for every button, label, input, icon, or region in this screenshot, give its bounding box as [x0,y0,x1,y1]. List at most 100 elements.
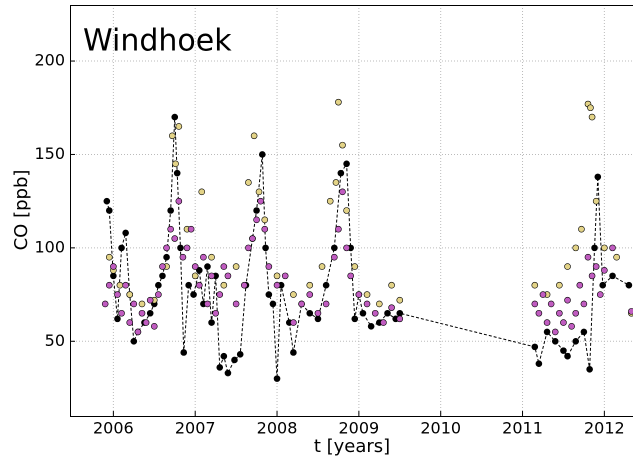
data-point [262,244,269,252]
data-point [103,197,111,205]
data-point [126,319,134,326]
data-point [138,309,146,317]
data-point [253,216,260,224]
axis-frame [70,5,633,417]
data-point [367,323,375,330]
data-point [126,291,134,298]
data-point [110,263,117,270]
data-point [265,263,273,270]
x-tick-label: 2009 [339,419,380,438]
data-point [208,272,215,280]
data-point [101,300,109,308]
data-point [339,141,346,149]
data-point [332,179,340,186]
data-point [363,300,371,308]
data-point [290,291,297,298]
data-point [594,173,602,181]
data-point [625,281,633,289]
data-point [204,300,211,308]
data-point [580,328,588,336]
data-point [609,272,616,280]
data-point [116,281,124,289]
data-point [628,308,633,315]
data-point [231,356,238,364]
data-point [359,309,367,317]
data-point [396,309,404,317]
data-point [171,235,179,242]
x-tick-label: 2008 [257,419,298,438]
y-axis-label: CO [ppb] [11,170,32,251]
data-point [122,281,129,289]
data-point [318,263,326,270]
data-point [118,309,125,317]
data-point [208,319,215,326]
data-point [224,369,232,377]
data-point [257,197,264,205]
data-point [269,300,277,308]
data-point [259,151,266,158]
data-point [576,281,584,289]
data-point [134,328,142,336]
data-point [322,300,330,308]
data-point [572,309,580,317]
y-tick-label: 150 [34,144,65,163]
data-point [146,296,154,304]
data-point [191,272,199,280]
chart-title: Windhoek [83,24,232,59]
data-point [531,281,539,289]
data-point [306,281,314,289]
data-point [588,272,596,280]
data-point [564,352,571,360]
data-point [343,207,350,214]
data-point [396,315,404,323]
data-point [363,291,371,298]
data-point [380,319,387,326]
data-point [175,123,183,130]
data-point [183,244,191,252]
data-point [167,207,174,214]
data-point [265,291,273,298]
data-point [146,309,154,317]
data-point [314,309,322,317]
data-point [171,113,179,121]
data-point [245,179,252,186]
data-point [601,266,608,274]
data-point [298,300,305,308]
data-point [355,291,363,298]
data-point [200,253,207,261]
data-point [592,197,600,205]
data-point [326,197,334,205]
data-point [216,364,224,371]
data-point [335,225,342,233]
y-tick-label: 50 [45,331,65,350]
data-point [343,160,350,168]
data-point [159,272,166,280]
data-point [281,272,289,280]
data-point [159,263,166,270]
data-point [122,229,129,237]
data-point [185,281,192,289]
data-point [314,315,322,323]
data-point [572,244,580,252]
data-point [290,319,297,326]
data-point [179,253,187,261]
data-point [388,304,395,311]
data-point [588,113,596,121]
data-point [547,300,555,308]
data-point [384,309,391,317]
x-tick-label: 2006 [93,419,134,438]
data-point [564,296,571,304]
data-point [155,291,162,298]
data-point [337,169,345,177]
data-point [351,315,359,323]
y-tick-label: 200 [34,51,65,70]
data-point [556,281,563,289]
data-point [306,309,314,317]
data-point [173,169,181,177]
data-point [150,323,158,330]
data-point [371,309,379,317]
data-point [609,244,616,252]
x-tick-label: 2012 [584,419,625,438]
data-point [273,375,281,382]
